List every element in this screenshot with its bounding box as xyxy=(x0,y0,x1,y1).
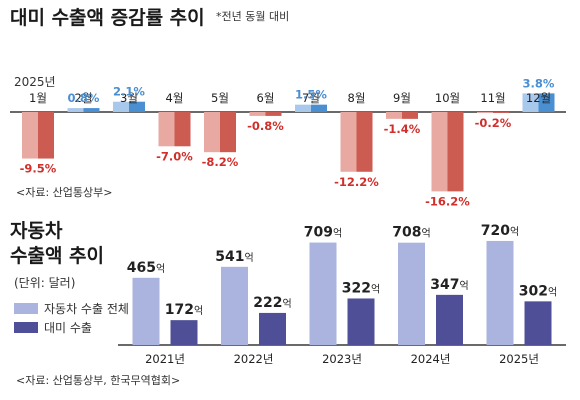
yearly-bars: 465억 172억 2021년 541억 222억 2022년 709억 322억 2023년 7… xyxy=(118,223,566,366)
bar-month-8 xyxy=(340,112,373,172)
legend-label-total: 자동차 수출 전체 xyxy=(44,302,129,316)
month-label: 1월 xyxy=(29,91,47,105)
source-note-bottom: <자료: 산업통상부, 한국무역협회> xyxy=(16,374,180,387)
value-label: 0.8% xyxy=(68,91,100,105)
month-label: 11월 xyxy=(480,91,505,105)
month-label: 4월 xyxy=(166,91,184,105)
month-label: 2월 xyxy=(75,91,93,105)
legend-swatch-total xyxy=(14,303,38,314)
month-label: 12월 xyxy=(526,91,551,105)
value-label: -9.5% xyxy=(20,162,57,176)
month-label: 5월 xyxy=(211,91,229,105)
bar-us-4 xyxy=(436,294,463,345)
bar-month-4 xyxy=(158,112,191,147)
bar-total-3 xyxy=(309,242,337,345)
month-label: 7월 xyxy=(302,91,320,105)
value-label: -1.4% xyxy=(384,122,421,136)
year-label: 2025년 xyxy=(499,352,539,366)
legend-label-us: 대미 수출 xyxy=(44,321,92,335)
value-label: -16.2% xyxy=(425,194,470,208)
bar-total-4 xyxy=(398,242,425,345)
value-label: 322억 xyxy=(342,280,380,296)
bar-total-1 xyxy=(132,277,160,345)
value-label: 222억 xyxy=(253,295,291,311)
value-label: -8.2% xyxy=(202,155,239,169)
month-label: 10월 xyxy=(435,91,460,105)
value-label: 541억 xyxy=(215,249,253,265)
month-label: 8월 xyxy=(348,91,366,105)
value-label: 708억 xyxy=(392,225,430,241)
value-label: 347억 xyxy=(430,277,468,293)
year-label: 2022년 xyxy=(234,352,274,366)
chart-title: 대미 수출액 증감률 추이 xyxy=(10,7,205,29)
value-label: -0.8% xyxy=(247,119,284,133)
bar-us-2 xyxy=(259,312,286,345)
value-label: -7.0% xyxy=(156,149,193,163)
bar-us-1 xyxy=(170,320,198,345)
auto-title-line2: 수출액 추이 xyxy=(10,245,104,267)
bar-month-2 xyxy=(67,108,100,112)
bar-month-11 xyxy=(477,112,509,113)
bar-month-9 xyxy=(386,112,418,119)
value-label: 709억 xyxy=(304,225,342,241)
value-label: 2.1% xyxy=(113,85,145,99)
legend-swatch-us xyxy=(14,322,38,333)
auto-title-line1: 자동차 xyxy=(10,220,63,242)
value-label: 3.8% xyxy=(523,76,555,90)
bar-month-3 xyxy=(113,101,145,112)
bar-us-3 xyxy=(347,298,375,345)
bar-month-7 xyxy=(295,104,327,112)
monthly-bars: 1월 -9.5% 2월0.8% 3월2.1% 4월 -7.0% 5월 -8.2% 6월 -0.8%… xyxy=(10,76,566,208)
value-label: 465억 xyxy=(127,260,165,276)
source-note-top: <자료: 산업통상부> xyxy=(16,186,112,199)
value-label: 720억 xyxy=(481,223,519,239)
bar-month-5 xyxy=(204,112,236,153)
value-label: 1.5% xyxy=(295,88,327,102)
value-label: 172억 xyxy=(165,302,203,318)
bar-month-1 xyxy=(22,112,54,159)
bar-us-5 xyxy=(524,301,552,345)
year-label: 2025년 xyxy=(14,75,56,89)
year-label: 2021년 xyxy=(145,352,185,366)
year-label: 2024년 xyxy=(411,352,451,366)
unit-label: (단위: 달러) xyxy=(14,276,75,290)
value-label: -0.2% xyxy=(475,116,512,130)
month-label: 9월 xyxy=(393,91,411,105)
bar-total-5 xyxy=(486,240,514,345)
bar-month-10 xyxy=(431,112,464,192)
value-label: -12.2% xyxy=(334,175,379,189)
month-label: 6월 xyxy=(257,91,275,105)
chart-note: *전년 동월 대비 xyxy=(216,10,289,23)
year-label: 2023년 xyxy=(322,352,362,366)
month-label: 3월 xyxy=(120,91,138,105)
bar-month-6 xyxy=(249,112,282,116)
bar-month-12 xyxy=(522,93,555,112)
bar-total-2 xyxy=(221,266,248,345)
value-label: 302억 xyxy=(519,283,557,299)
